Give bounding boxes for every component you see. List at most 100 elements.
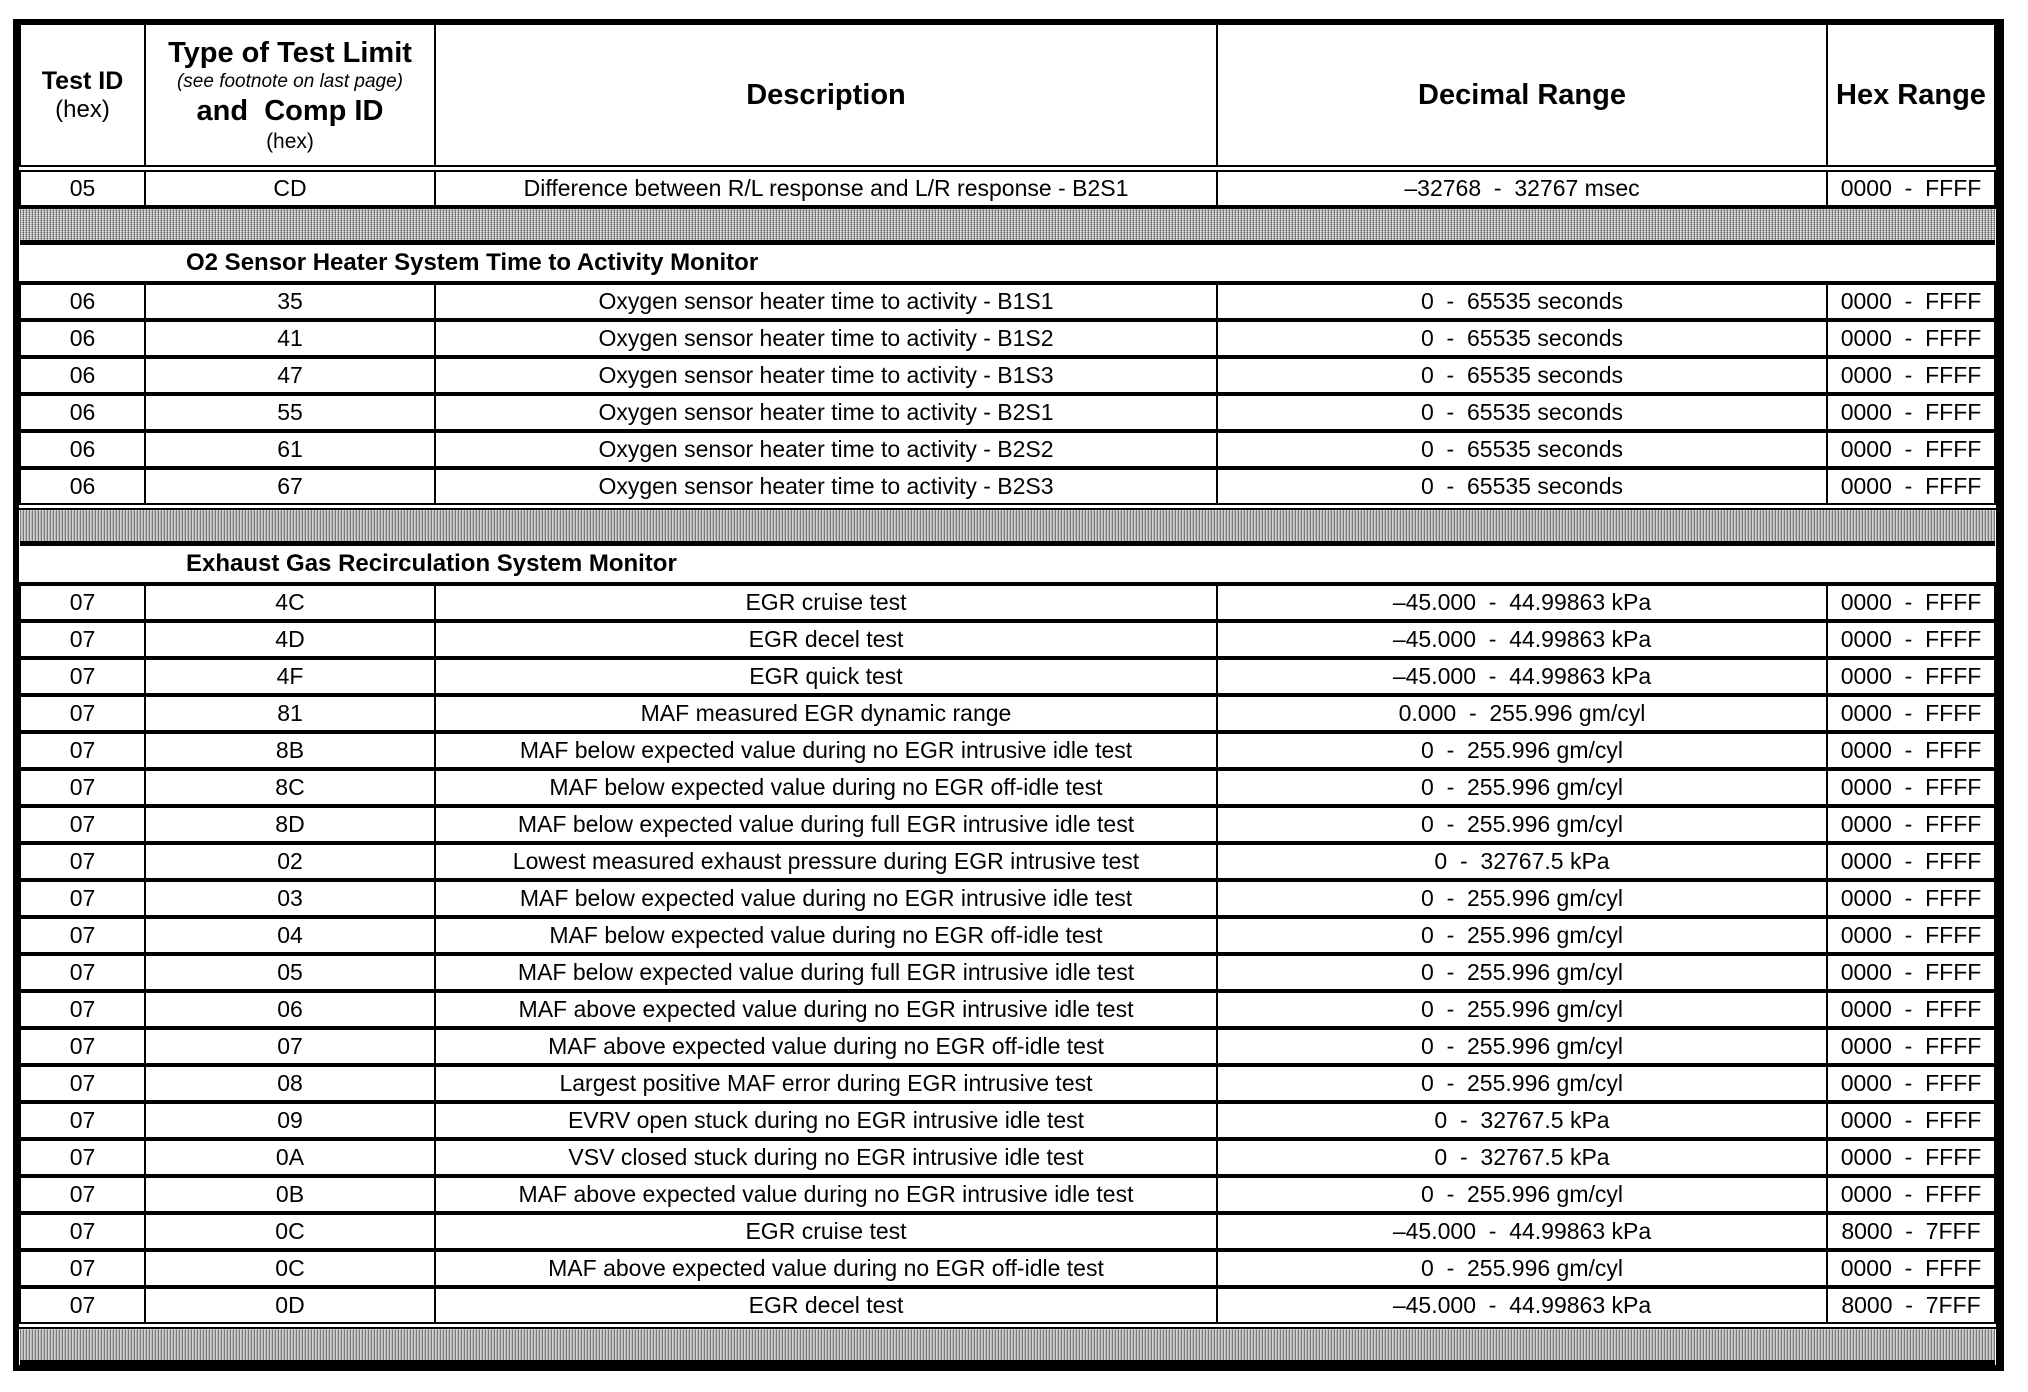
table-row: 07 4D EGR decel test –45.000 - 44.99863 kPa… xyxy=(19,621,1996,660)
description-cell: MAF above expected value during no EGR i… xyxy=(434,1176,1218,1215)
comp-id-cell: 35 xyxy=(144,283,436,322)
description-cell: Lowest measured exhaust pressure during … xyxy=(434,843,1218,882)
decimal-range-cell: 0 - 255.996 gm/cyl xyxy=(1216,917,1828,956)
decimal-range-cell: 0 - 255.996 gm/cyl xyxy=(1216,954,1828,993)
test-id-cell: 07 xyxy=(19,880,146,919)
decimal-range-cell: 0 - 65535 seconds xyxy=(1216,468,1828,510)
test-id-cell: 07 xyxy=(19,732,146,771)
hex-range-cell: 0000 - FFFF xyxy=(1826,320,1996,359)
test-id-cell: 06 xyxy=(19,394,146,433)
test-id-cell: 07 xyxy=(19,991,146,1030)
hex-range-cell: 0000 - FFFF xyxy=(1826,394,1996,433)
header-description: Description xyxy=(434,25,1218,172)
comp-id-cell: 4D xyxy=(144,621,436,660)
test-id-cell: 07 xyxy=(19,1102,146,1141)
comp-id-cell: CD xyxy=(144,168,436,209)
test-id-cell: 07 xyxy=(19,1176,146,1215)
table-row: 07 8D MAF below expected value during full… xyxy=(19,806,1996,845)
description-cell: Oxygen sensor heater time to activity - … xyxy=(434,283,1218,322)
comp-id-cell: 0C xyxy=(144,1213,436,1252)
table-row: 06 47 Oxygen sensor heater time to activit… xyxy=(19,357,1996,396)
table-row: 07 07 MAF above expected value during no E… xyxy=(19,1028,1996,1067)
hex-range-cell: 0000 - FFFF xyxy=(1826,1102,1996,1141)
comp-id-cell: 03 xyxy=(144,880,436,919)
decimal-range-cell: 0 - 65535 seconds xyxy=(1216,394,1828,433)
decimal-range-cell: 0 - 255.996 gm/cyl xyxy=(1216,1065,1828,1104)
test-id-cell: 06 xyxy=(19,357,146,396)
comp-id-cell: 09 xyxy=(144,1102,436,1141)
hex-range-cell: 8000 - 7FFF xyxy=(1826,1213,1996,1252)
table-row: 06 35 Oxygen sensor heater time to activit… xyxy=(19,283,1996,322)
decimal-range-cell: 0 - 255.996 gm/cyl xyxy=(1216,732,1828,771)
table-row: 07 06 MAF above expected value during no E… xyxy=(19,991,1996,1030)
decimal-range-cell: 0 - 32767.5 kPa xyxy=(1216,1139,1828,1178)
decimal-range-cell: 0 - 255.996 gm/cyl xyxy=(1216,769,1828,808)
decimal-range-cell: 0 - 255.996 gm/cyl xyxy=(1216,806,1828,845)
header-type-limit: Type of Test Limit xyxy=(168,37,412,70)
table-row: 06 61 Oxygen sensor heater time to activit… xyxy=(19,431,1996,470)
description-cell: Oxygen sensor heater time to activity - … xyxy=(434,468,1218,510)
table-row: 07 02 Lowest measured exhaust pressure dur… xyxy=(19,843,1996,882)
test-id-cell: 07 xyxy=(19,1213,146,1252)
description-cell: MAF measured EGR dynamic range xyxy=(434,695,1218,734)
hex-range-cell: 0000 - FFFF xyxy=(1826,1139,1996,1178)
description-cell: Difference between R/L response and L/R … xyxy=(434,168,1218,209)
header-comp-id-sub: (hex) xyxy=(266,129,314,153)
description-cell: MAF below expected value during no EGR o… xyxy=(434,769,1218,808)
decimal-range-cell: –45.000 - 44.99863 kPa xyxy=(1216,658,1828,697)
decimal-range-cell: –45.000 - 44.99863 kPa xyxy=(1216,1287,1828,1329)
hex-range-cell: 0000 - FFFF xyxy=(1826,621,1996,660)
decimal-range-cell: 0 - 32767.5 kPa xyxy=(1216,1102,1828,1141)
shaded-separator-cell xyxy=(20,1325,1995,1365)
table-row: 07 03 MAF below expected value during no E… xyxy=(19,880,1996,919)
hex-range-cell: 0000 - FFFF xyxy=(1826,843,1996,882)
test-id-cell: 07 xyxy=(19,695,146,734)
hex-range-cell: 0000 - FFFF xyxy=(1826,880,1996,919)
table-row: 07 05 MAF below expected value during full… xyxy=(19,954,1996,993)
header-row: Test ID (hex) Type of Test Limit (see fo… xyxy=(19,25,1996,172)
decimal-range-cell: –32768 - 32767 msec xyxy=(1216,168,1828,209)
comp-id-cell: 47 xyxy=(144,357,436,396)
test-id-cell: 07 xyxy=(19,843,146,882)
comp-id-cell: 07 xyxy=(144,1028,436,1067)
comp-id-cell: 06 xyxy=(144,991,436,1030)
description-cell: EGR cruise test xyxy=(434,584,1218,623)
description-cell: MAF below expected value during full EGR… xyxy=(434,806,1218,845)
comp-id-cell: 02 xyxy=(144,843,436,882)
test-id-cell: 06 xyxy=(19,468,146,510)
hex-range-cell: 0000 - FFFF xyxy=(1826,1250,1996,1289)
section-header: O2 Sensor Heater System Time to Activity… xyxy=(20,242,1995,285)
section-title: O2 Sensor Heater System Time to Activity… xyxy=(20,242,1995,285)
header-footnote-note: (see footnote on last page) xyxy=(176,71,404,92)
shaded-separator-cell xyxy=(20,207,1995,245)
table-row: 07 0C MAF above expected value during no E… xyxy=(19,1250,1996,1289)
header-test-id: Test ID (hex) xyxy=(19,25,146,172)
table-row: 07 04 MAF below expected value during no E… xyxy=(19,917,1996,956)
hex-range-cell: 0000 - FFFF xyxy=(1826,806,1996,845)
table-row: 07 08 Largest positive MAF error during EG… xyxy=(19,1065,1996,1104)
decimal-range-cell: 0 - 65535 seconds xyxy=(1216,320,1828,359)
test-id-cell: 07 xyxy=(19,1139,146,1178)
table-row: 07 0A VSV closed stuck during no EGR intru… xyxy=(19,1139,1996,1178)
shaded-separator xyxy=(20,207,1995,245)
header-hex-range: Hex Range xyxy=(1826,25,1996,172)
hex-range-cell: 0000 - FFFF xyxy=(1826,658,1996,697)
comp-id-cell: 04 xyxy=(144,917,436,956)
table-row: 07 81 MAF measured EGR dynamic range 0.000 … xyxy=(19,695,1996,734)
description-cell: MAF below expected value during no EGR i… xyxy=(434,880,1218,919)
test-id-cell: 07 xyxy=(19,1287,146,1329)
decimal-range-cell: –45.000 - 44.99863 kPa xyxy=(1216,621,1828,660)
description-cell: EGR decel test xyxy=(434,1287,1218,1329)
comp-id-cell: 0C xyxy=(144,1250,436,1289)
table-row: 06 67 Oxygen sensor heater time to activit… xyxy=(19,468,1996,510)
decimal-range-cell: 0 - 255.996 gm/cyl xyxy=(1216,991,1828,1030)
description-cell: EGR cruise test xyxy=(434,1213,1218,1252)
comp-id-cell: 61 xyxy=(144,431,436,470)
test-id-cell: 07 xyxy=(19,658,146,697)
description-cell: Oxygen sensor heater time to activity - … xyxy=(434,431,1218,470)
test-id-cell: 06 xyxy=(19,283,146,322)
description-cell: Largest positive MAF error during EGR in… xyxy=(434,1065,1218,1104)
description-cell: EGR quick test xyxy=(434,658,1218,697)
hex-range-cell: 8000 - 7FFF xyxy=(1826,1287,1996,1329)
table-row: 06 41 Oxygen sensor heater time to activit… xyxy=(19,320,1996,359)
